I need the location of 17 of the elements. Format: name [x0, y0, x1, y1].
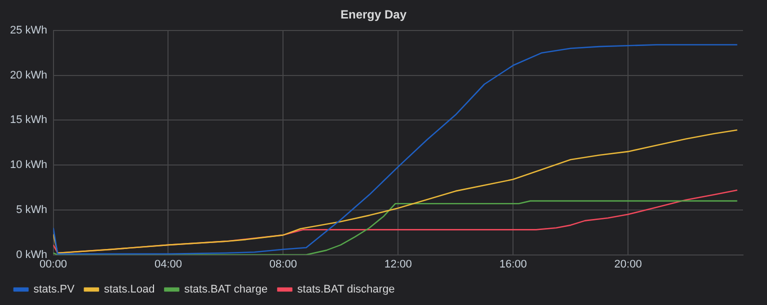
x-tick-label: 16:00	[499, 258, 527, 270]
x-tick-label: 04:00	[154, 258, 182, 270]
legend-label: stats.BAT discharge	[297, 284, 395, 296]
y-tick-label: 5 kWh	[16, 204, 48, 216]
x-tick-label: 20:00	[614, 258, 642, 270]
legend-label: stats.BAT charge	[184, 284, 268, 296]
y-tick-label: 20 kWh	[10, 69, 48, 82]
x-tick-label: 08:00	[269, 258, 297, 270]
x-tick-label: 00:00	[40, 258, 68, 270]
y-tick-label: 25 kWh	[10, 24, 48, 36]
y-tick-label: 0 kWh	[16, 248, 48, 261]
legend-label: stats.Load	[104, 284, 155, 296]
legend-label: stats.PV	[34, 284, 76, 296]
chart-title: Energy Day	[340, 8, 407, 22]
y-tick-label: 10 kWh	[10, 159, 48, 172]
y-tick-label: 15 kWh	[10, 114, 48, 126]
x-tick-label: 12:00	[384, 258, 412, 270]
